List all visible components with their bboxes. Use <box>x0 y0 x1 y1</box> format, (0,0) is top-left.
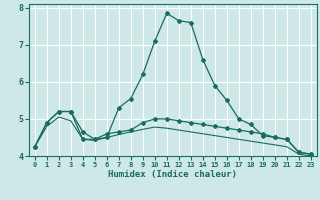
X-axis label: Humidex (Indice chaleur): Humidex (Indice chaleur) <box>108 170 237 179</box>
